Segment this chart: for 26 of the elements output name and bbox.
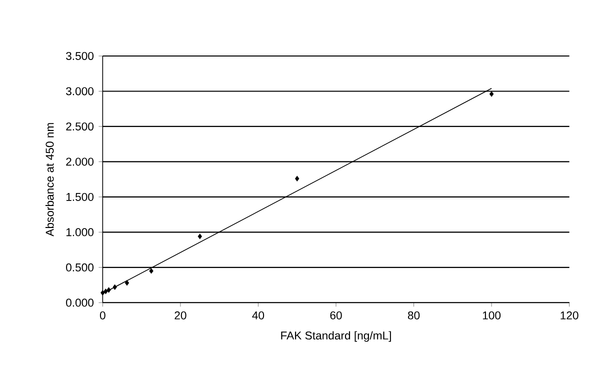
- point: [106, 287, 111, 293]
- point: [112, 284, 117, 290]
- point: [295, 176, 300, 182]
- y-tick-label: 2.500: [66, 122, 94, 130]
- x-axis-title: FAK Standard [ng/mL]: [281, 331, 391, 342]
- point: [100, 290, 105, 296]
- y-tick-label: 2.000: [66, 158, 94, 166]
- point: [104, 288, 108, 294]
- point: [124, 280, 130, 286]
- point: [149, 268, 154, 274]
- y-tick-label: 1.000: [66, 228, 94, 236]
- y-tick-label: 3.000: [66, 87, 94, 96]
- x-tick-label: 60: [330, 311, 342, 320]
- point: [198, 234, 202, 240]
- y-tick-label: 3.500: [66, 52, 94, 60]
- x-tick-label: 100: [482, 311, 501, 320]
- x-tick-label: 80: [408, 311, 420, 320]
- y-axis-title: Absorbance at 450 nm: [45, 123, 54, 236]
- x-tick-label: 0: [100, 311, 106, 320]
- y-tick-label: 0.000: [66, 298, 94, 307]
- y-tick-label: 1.500: [66, 192, 94, 201]
- y-tick-label: 0.500: [66, 263, 94, 272]
- x-tick-label: 40: [252, 311, 264, 320]
- point: [489, 91, 494, 97]
- x-tick-label: 120: [560, 311, 578, 320]
- x-tick-label: 20: [174, 311, 186, 320]
